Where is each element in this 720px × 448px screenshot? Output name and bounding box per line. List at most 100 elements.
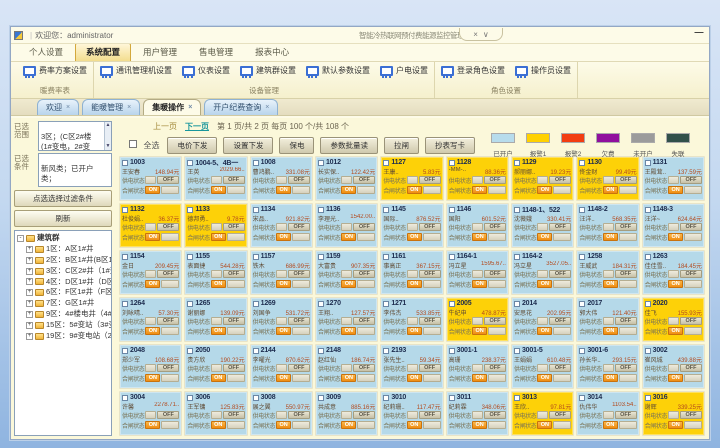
supply-on-slot[interactable] — [537, 176, 549, 184]
supply-off-button[interactable]: OFF — [287, 223, 310, 231]
card-checkbox[interactable] — [644, 253, 651, 260]
meter-card[interactable]: 1146 国阳 601.52元 供电状态 OFF 合闸状态 ON — [445, 203, 509, 248]
ribbon-button[interactable]: 费率方案设置 — [23, 65, 87, 78]
supply-on-slot[interactable] — [341, 364, 353, 372]
tree-item[interactable]: +7区：G区1#井 — [17, 298, 111, 309]
supply-on-slot[interactable] — [472, 411, 483, 419]
card-checkbox[interactable] — [579, 394, 586, 401]
meter-card[interactable]: 3013 王欣.. 97.81元 供电状态 OFF 合闸状态 ON — [510, 391, 575, 436]
supply-off-button[interactable]: OFF — [157, 223, 180, 231]
switch-on-button[interactable]: ON — [668, 233, 684, 241]
supply-on-slot[interactable] — [341, 270, 353, 278]
supply-on-slot[interactable] — [276, 270, 287, 278]
card-checkbox[interactable] — [644, 394, 651, 401]
meter-card[interactable]: 3006 王军镛 125.83元 供电状态 OFF 合闸状态 ON — [184, 391, 248, 436]
switch-off-slot[interactable] — [684, 233, 702, 241]
tree-item[interactable]: +9区：4#楼电井（4#楼 — [17, 309, 111, 320]
switch-on-button[interactable]: ON — [276, 280, 292, 288]
supply-off-button[interactable]: OFF — [222, 176, 245, 184]
supply-on-slot[interactable] — [406, 411, 418, 419]
supply-off-button[interactable]: OFF — [679, 176, 702, 184]
card-checkbox[interactable] — [317, 300, 324, 307]
switch-off-slot[interactable] — [357, 233, 376, 241]
supply-on-slot[interactable] — [668, 317, 679, 325]
supply-off-button[interactable]: OFF — [483, 223, 506, 231]
meter-card[interactable]: 3001-5 王娟娟 610.48元 供电状态 OFF 合闸状态 ON — [510, 344, 575, 389]
tree-item[interactable]: +3区：C区2#井（1#变 — [17, 266, 111, 277]
supply-off-button[interactable]: OFF — [614, 270, 637, 278]
meter-card[interactable]: 1157 铁木 686.99元 供电状态 OFF 合闸状态 ON — [249, 250, 313, 295]
supply-on-slot[interactable] — [602, 364, 614, 372]
supply-on-slot[interactable] — [210, 270, 222, 278]
card-checkbox[interactable] — [122, 394, 128, 401]
supply-off-button[interactable]: OFF — [549, 270, 572, 278]
meter-card[interactable]: 3009 共成意 885.16元 供电状态 OFF 合闸状态 ON — [314, 391, 379, 436]
switch-on-button[interactable]: ON — [472, 421, 488, 429]
supply-off-button[interactable]: OFF — [418, 223, 441, 231]
meter-card[interactable]: 1127 王康.. 5.83元 供电状态 OFF 合闸状态 ON — [380, 156, 444, 201]
supply-off-button[interactable]: OFF — [353, 364, 376, 372]
switch-off-slot[interactable] — [161, 421, 180, 429]
switch-off-slot[interactable] — [618, 421, 637, 429]
card-checkbox[interactable] — [252, 206, 259, 213]
meter-card[interactable]: 1008 曹鸿鹏.. 331.08元 供电状态 OFF 合闸状态 ON — [249, 156, 313, 201]
switch-off-slot[interactable] — [553, 233, 572, 241]
supply-on-slot[interactable] — [406, 317, 418, 325]
supply-on-slot[interactable] — [145, 223, 157, 231]
card-checkbox[interactable] — [644, 300, 651, 307]
supply-off-button[interactable]: OFF — [353, 317, 376, 325]
supply-off-button[interactable]: OFF — [614, 364, 637, 372]
supply-off-button[interactable]: OFF — [614, 176, 637, 184]
supply-on-slot[interactable] — [406, 223, 418, 231]
card-checkbox[interactable] — [644, 159, 651, 166]
switch-off-slot[interactable] — [553, 280, 572, 288]
switch-on-button[interactable]: ON — [472, 327, 488, 335]
card-checkbox[interactable] — [317, 394, 324, 401]
supply-off-button[interactable]: OFF — [549, 223, 572, 231]
switch-on-button[interactable]: ON — [145, 374, 161, 382]
card-checkbox[interactable] — [513, 300, 520, 307]
supply-off-button[interactable]: OFF — [222, 317, 245, 325]
card-checkbox[interactable] — [448, 159, 455, 166]
switch-on-button[interactable]: ON — [602, 374, 618, 382]
supply-off-button[interactable]: OFF — [679, 270, 702, 278]
card-checkbox[interactable] — [448, 206, 455, 213]
meter-card[interactable]: 3016 谢辉 339.25元 供电状态 OFF 合闸状态 ON — [641, 391, 705, 436]
supply-on-slot[interactable] — [537, 317, 549, 325]
card-checkbox[interactable] — [187, 347, 194, 354]
close-icon[interactable]: × — [473, 29, 478, 39]
tab-1[interactable]: 欢迎 × — [37, 99, 80, 115]
switch-on-button[interactable]: ON — [602, 280, 618, 288]
supply-off-button[interactable]: OFF — [614, 411, 637, 419]
switch-on-button[interactable]: ON — [537, 280, 553, 288]
card-checkbox[interactable] — [187, 206, 194, 213]
card-checkbox[interactable] — [187, 300, 194, 307]
supply-on-slot[interactable] — [472, 317, 483, 325]
switch-on-button[interactable]: ON — [602, 233, 618, 241]
switch-on-button[interactable]: ON — [406, 327, 422, 335]
meter-card[interactable]: 1164-2 冯立星 3527.05.. 供电状态 OFF 合闸状态 ON — [510, 250, 575, 295]
ribbon-button[interactable]: 仪表设置 — [182, 65, 230, 78]
supply-on-slot[interactable] — [472, 176, 483, 184]
card-checkbox[interactable] — [579, 300, 586, 307]
switch-on-button[interactable]: ON — [341, 186, 357, 194]
meter-card[interactable]: 3008 展之翼 550.97元 供电状态 OFF 合闸状态 ON — [249, 391, 313, 436]
switch-off-slot[interactable] — [357, 327, 376, 335]
switch-on-button[interactable]: ON — [145, 421, 161, 429]
supply-off-button[interactable]: OFF — [549, 176, 572, 184]
switch-off-slot[interactable] — [488, 421, 506, 429]
supply-on-slot[interactable] — [406, 270, 418, 278]
supply-on-slot[interactable] — [406, 364, 418, 372]
meter-card[interactable]: 1130 佟金财 99.49元 供电状态 OFF 合闸状态 ON — [576, 156, 640, 201]
supply-on-slot[interactable] — [341, 411, 353, 419]
card-checkbox[interactable] — [187, 159, 194, 166]
toolbar-button[interactable]: 设置下发 — [223, 136, 274, 154]
toolbar-button[interactable]: 电价下发 — [167, 136, 218, 154]
supply-off-button[interactable]: OFF — [614, 317, 637, 325]
card-checkbox[interactable] — [122, 300, 128, 307]
supply-off-button[interactable]: OFF — [483, 270, 506, 278]
supply-off-button[interactable]: OFF — [157, 364, 180, 372]
card-checkbox[interactable] — [187, 253, 194, 260]
switch-on-button[interactable]: ON — [602, 421, 618, 429]
supply-off-button[interactable]: OFF — [157, 411, 180, 419]
